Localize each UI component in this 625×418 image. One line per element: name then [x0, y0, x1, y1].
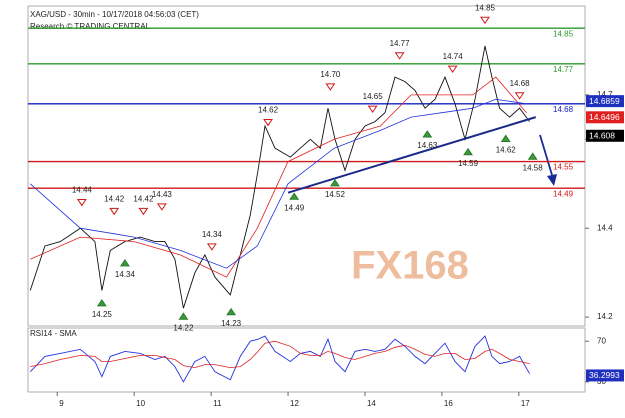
price-tag	[586, 129, 624, 142]
x-tick-label: 11	[213, 399, 222, 408]
watermark: FX168	[351, 244, 469, 288]
low-marker	[226, 307, 237, 316]
price-line	[30, 98, 527, 269]
high-marker	[394, 52, 405, 60]
level-label: 14.55	[553, 163, 574, 172]
high-marker	[109, 207, 120, 216]
chart-subtitle: Research © TRADING CENTRAL	[30, 22, 151, 31]
high-marker	[156, 203, 167, 211]
marker-label: 14.70	[320, 70, 341, 79]
low-marker	[96, 298, 107, 307]
low-marker	[527, 152, 538, 160]
low-marker	[330, 178, 340, 187]
rsi-panel	[27, 327, 586, 393]
marker-label: 14.58	[523, 163, 544, 172]
marker-label: 14.74	[443, 52, 464, 61]
low-marker	[500, 134, 511, 142]
trendline	[287, 116, 537, 194]
high-marker	[514, 92, 525, 100]
marker-label: 14.34	[115, 270, 136, 279]
marker-label: 14.42	[104, 194, 125, 203]
high-marker	[447, 65, 458, 74]
high-marker	[480, 16, 490, 25]
high-marker	[367, 105, 378, 114]
level-label: 14.77	[553, 65, 574, 74]
marker-label: 14.22	[173, 323, 194, 332]
price-tag	[586, 111, 624, 124]
x-tick-label: 14	[367, 399, 376, 408]
marker-label: 14.43	[152, 190, 173, 199]
marker-label: 14.85	[475, 3, 496, 12]
y-tick-label: 14.7	[597, 90, 613, 99]
y-tick-label: 14.2	[597, 312, 613, 321]
price-tag-label: 36.2993	[589, 370, 620, 380]
y-tick-label: 14.4	[597, 223, 613, 232]
marker-label: 14.23	[221, 319, 242, 328]
marker-label: 14.52	[325, 190, 346, 199]
price-tag-label: 14.6496	[589, 112, 620, 122]
level-label: 14.49	[553, 189, 574, 198]
high-marker	[206, 243, 217, 251]
low-marker	[178, 312, 189, 320]
price-line	[30, 76, 527, 278]
x-tick-label: 12	[290, 399, 299, 408]
low-marker	[120, 258, 130, 267]
marker-label: 14.25	[92, 310, 113, 319]
high-marker	[76, 198, 87, 207]
price-line	[30, 340, 530, 369]
marker-label: 14.63	[417, 141, 438, 150]
low-marker	[463, 147, 473, 156]
forecast-arrowhead	[547, 174, 557, 186]
marker-label: 14.65	[363, 92, 384, 101]
price-tag-label: 14.608	[589, 131, 615, 141]
forecast-arrow	[539, 134, 553, 176]
level-label: 14.85	[553, 29, 574, 38]
marker-label: 14.42	[133, 194, 154, 203]
marker-label: 14.34	[202, 230, 223, 239]
y-tick-label: 30	[597, 377, 606, 386]
high-marker	[138, 207, 149, 216]
chart-title: XAG/USD - 30min - 10/17/2018 04:56:03 (C…	[30, 10, 199, 19]
marker-label: 14.59	[458, 159, 479, 168]
x-tick-label: 9	[59, 399, 64, 408]
marker-label: 14.44	[72, 186, 93, 195]
price-tag	[586, 95, 624, 108]
marker-label: 14.49	[284, 203, 305, 212]
x-tick-label: 17	[521, 399, 530, 408]
marker-label: 14.77	[390, 39, 411, 48]
price-tag	[586, 369, 624, 382]
y-tick-label: 70	[597, 336, 606, 345]
marker-label: 14.62	[258, 106, 279, 115]
marker-label: 14.62	[496, 146, 517, 155]
x-tick-label: 16	[444, 399, 453, 408]
price-line	[29, 335, 530, 383]
low-marker	[422, 130, 433, 138]
low-marker	[289, 192, 300, 200]
price-panel	[27, 5, 586, 327]
level-label: 14.68	[553, 105, 574, 114]
price-tag-label: 14.6859	[589, 96, 620, 106]
marker-label: 14.68	[510, 79, 531, 88]
rsi-title: RSI14 - SMA	[30, 329, 77, 338]
high-marker	[325, 83, 336, 91]
high-marker	[263, 118, 273, 127]
x-tick-label: 10	[136, 399, 145, 408]
